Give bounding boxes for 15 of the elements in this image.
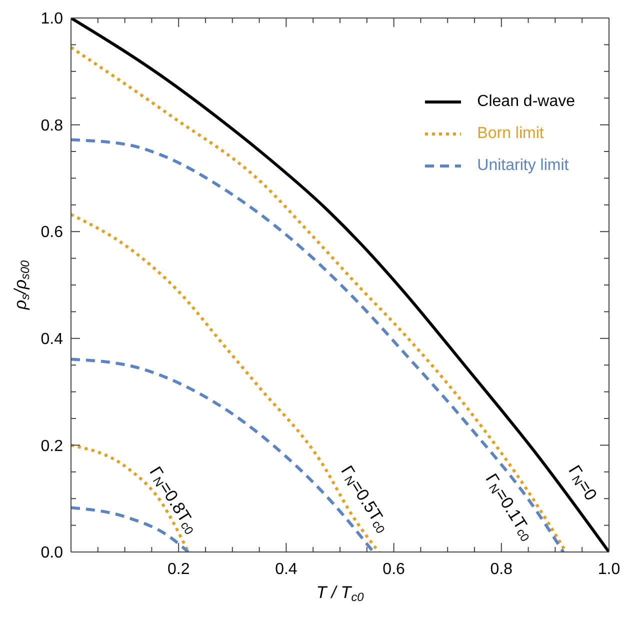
x-axis-title: T / T$_{c0}$ — [316, 583, 364, 604]
x-tick-label: 0.4 — [275, 561, 298, 578]
x-tick-label: 1.0 — [598, 561, 620, 578]
legend-label: Clean d-wave — [477, 93, 575, 110]
x-tick-label: 0.6 — [382, 561, 406, 578]
y-tick-label: 1.0 — [40, 10, 64, 28]
y-tick-label: 0.0 — [40, 544, 64, 562]
y-tick-label: 0.6 — [40, 224, 64, 242]
x-tick-label: 0.8 — [490, 561, 513, 578]
y-tick-label: 0.2 — [40, 438, 64, 455]
legend-label: Born limit — [477, 125, 544, 142]
y-tick-label: 0.4 — [40, 331, 64, 348]
y-tick-label: 0.8 — [40, 117, 64, 134]
x-tick-label: 0.2 — [167, 561, 190, 578]
legend-label: Unitarity limit — [477, 157, 569, 174]
